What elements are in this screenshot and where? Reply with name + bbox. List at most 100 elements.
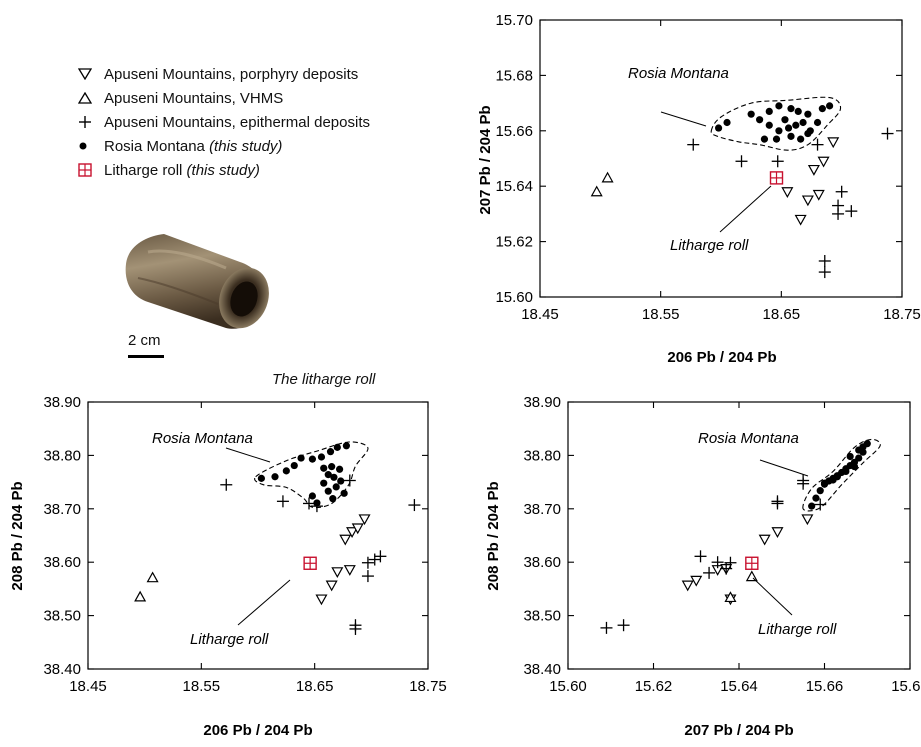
y-tick-label: 38.60: [43, 554, 81, 571]
y-tick-label: 38.90: [523, 394, 561, 411]
porphyry-point: [771, 527, 784, 538]
rosia-montana-point: [760, 135, 769, 143]
rosia-montana-point: [794, 107, 802, 116]
epithermal-point: [835, 185, 848, 198]
porphyry-point: [817, 156, 830, 168]
rosia-montana-point: [765, 107, 773, 116]
y-axis-title: 208 Pb / 204 Pb: [485, 481, 502, 590]
rosia-montana-point: [820, 479, 829, 487]
y-tick-label: 38.40: [523, 661, 561, 678]
y-tick-label: 38.80: [43, 447, 81, 464]
scale-bar-label: 2 cm: [128, 332, 161, 349]
filled-dot-icon: [78, 139, 104, 153]
rosia-montana-point: [784, 124, 793, 132]
plot-frame: [539, 19, 903, 298]
data-points: [600, 440, 871, 634]
rosia-montana-point: [332, 483, 340, 491]
rosia-montana-annotation: Rosia Montana: [152, 430, 253, 447]
rosia-montana-point: [723, 118, 731, 127]
litharge-roll-leader: [719, 185, 772, 233]
x-tick-label: 18.75: [883, 306, 921, 323]
epithermal-point: [361, 556, 374, 569]
vhms-point: [724, 591, 737, 603]
rosia-montana-point: [313, 499, 321, 507]
epithermal-point: [361, 570, 374, 583]
rosia-montana-point: [340, 489, 348, 497]
scale-bar: [128, 355, 164, 358]
epithermal-point: [220, 478, 233, 491]
porphyry-point: [801, 514, 814, 526]
rosia-montana-point: [826, 102, 834, 110]
porphyry-point: [343, 565, 356, 576]
y-axis-title: 207 Pb / 204 Pb: [477, 105, 494, 214]
rosia-montana-point: [799, 118, 807, 127]
rosia-montana-point: [818, 105, 826, 113]
y-tick-label: 38.60: [523, 554, 561, 571]
triangle-down-icon: [78, 68, 104, 80]
epithermal-point: [735, 155, 748, 168]
chart-207-vs-206: 18.45 18.55 18.65 18.75 15.60 15.62 15.64 15.66…: [477, 12, 921, 366]
rosia-montana-outline: [254, 441, 369, 509]
x-tick-label: 15.60: [549, 678, 587, 695]
epithermal-point: [408, 499, 421, 512]
epithermal-point: [814, 498, 827, 511]
rosia-montana-point: [863, 440, 871, 448]
porphyry-point: [358, 514, 371, 526]
legend-label: Apuseni Mountains, porphyry deposits: [104, 65, 359, 83]
boxed-plus-icon: [78, 163, 104, 177]
legend-label: Apuseni Mountains, VHMS: [104, 89, 284, 107]
rosia-montana-point: [787, 132, 795, 140]
epithermal-point: [711, 556, 724, 569]
epithermal-point: [724, 556, 737, 569]
rosia-montana-point: [326, 448, 335, 456]
x-tick-label: 18.65: [763, 306, 801, 323]
rosia-montana-point: [257, 474, 265, 482]
y-tick-label: 38.40: [43, 661, 81, 678]
x-tick-label: 15.62: [635, 678, 673, 695]
rosia-montana-point: [342, 442, 350, 450]
epithermal-point: [374, 550, 387, 563]
rosia-montana-point: [756, 116, 764, 124]
x-axis-title: 206 Pb / 204 Pb: [203, 722, 312, 739]
rosia-montana-point: [781, 116, 789, 124]
rosia-montana-point: [792, 121, 800, 129]
y-tick-label: 38.70: [523, 501, 561, 518]
rosia-montana-point: [829, 476, 837, 484]
x-tick-label: 15.64: [720, 678, 758, 695]
epithermal-point: [600, 621, 613, 634]
epithermal-point: [349, 622, 362, 635]
data-points: [590, 102, 894, 279]
porphyry-point: [827, 137, 840, 149]
x-tick-label: 18.45: [521, 306, 559, 323]
x-tick-label: 18.65: [296, 678, 334, 695]
rosia-montana-point: [324, 487, 332, 495]
rosia-montana-leader: [759, 459, 809, 477]
litharge-roll-point: [303, 556, 317, 570]
porphyry-point: [781, 187, 794, 198]
epithermal-point: [797, 477, 810, 490]
rosia-montana-point: [308, 455, 316, 463]
rosia-montana-point: [308, 492, 316, 500]
legend-item-rosia-montana: Rosia Montana (this study): [78, 134, 370, 158]
legend-item-litharge-roll: Litharge roll (this study): [78, 158, 370, 182]
rosia-montana-point: [297, 454, 305, 462]
rosia-montana-point: [846, 452, 854, 461]
axis-ticks: 18.45 18.55 18.65 18.75 15.60 15.62 15.64 15.66…: [495, 12, 920, 323]
epithermal-point: [881, 127, 894, 140]
x-tick-label: 18.75: [409, 678, 447, 695]
rosia-montana-point: [855, 454, 863, 462]
rosia-montana-leader: [225, 447, 271, 463]
vhms-point: [745, 570, 758, 582]
rosia-montana-point: [775, 102, 783, 110]
porphyry-point: [346, 527, 359, 538]
rosia-montana-point: [855, 446, 863, 454]
vhms-point: [590, 185, 603, 197]
porphyry-point: [315, 594, 328, 606]
chart-208-vs-206: 18.45 18.55 18.65 18.75 38.40 38.50 38.60 38.70…: [9, 394, 447, 739]
rosia-montana-point: [714, 124, 723, 132]
y-tick-label: 15.64: [495, 178, 533, 195]
porphyry-point: [331, 567, 344, 579]
epithermal-point: [617, 619, 630, 632]
porphyry-point: [681, 580, 694, 592]
epithermal-point: [303, 497, 315, 510]
